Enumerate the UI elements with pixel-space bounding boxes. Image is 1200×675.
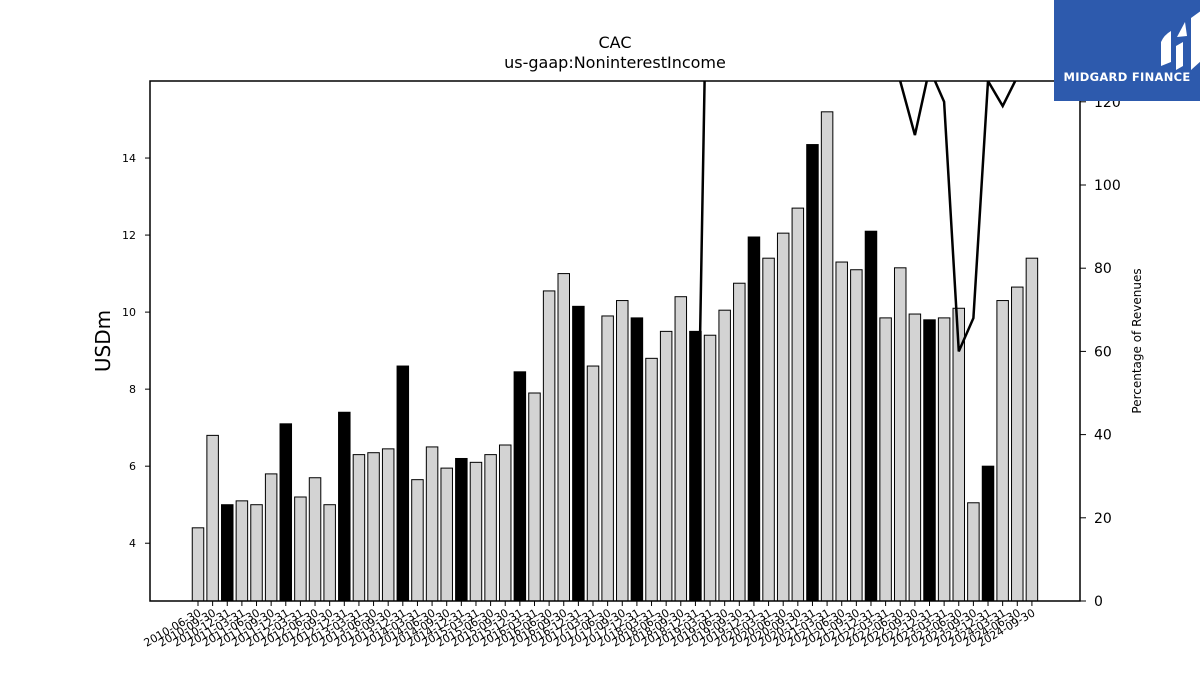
bar (367, 452, 380, 602)
bar (513, 371, 527, 602)
bar (221, 504, 234, 602)
bar (996, 300, 1009, 602)
bar (308, 477, 322, 602)
bar (659, 330, 673, 602)
bar (733, 282, 746, 602)
bar (703, 334, 717, 602)
bar (411, 479, 424, 602)
y2-tick-label: 80 (1094, 261, 1112, 277)
bar (762, 257, 775, 602)
bar (572, 305, 585, 602)
bar (425, 446, 439, 602)
bar (908, 313, 922, 602)
bar (1025, 257, 1039, 602)
bar (879, 317, 892, 602)
line-group (694, 81, 1017, 601)
y2-axis-label: Percentage of Revenues (1130, 268, 1144, 413)
bar (630, 317, 644, 602)
bar (820, 111, 834, 602)
bar (893, 267, 907, 602)
bar (484, 454, 497, 602)
bar (191, 527, 205, 602)
bar (645, 357, 658, 602)
bar (455, 457, 468, 602)
bar (396, 365, 410, 602)
bar (747, 236, 761, 602)
bar-group (191, 111, 1039, 602)
bar (440, 467, 453, 602)
y-tick-label: 14 (122, 152, 136, 165)
bar (864, 230, 878, 602)
percentage-line (694, 81, 1017, 601)
bar (967, 502, 980, 602)
bar (1011, 286, 1024, 602)
bar (250, 504, 263, 602)
y-tick-label: 10 (122, 306, 136, 319)
bar (557, 273, 570, 602)
y2-tick-label: 0 (1094, 594, 1103, 610)
bar (294, 496, 307, 602)
y2-tick-label: 20 (1094, 511, 1112, 527)
logo-text: MIDGARD FINANCE (1063, 70, 1191, 84)
bar (937, 317, 951, 602)
y2-tick-label: 60 (1094, 344, 1112, 360)
bar (469, 461, 483, 602)
y-axis: 4 6 8 10 12 14 (122, 152, 150, 550)
x-axis: 2010-06-302010-09-302010-12-312011-03-31… (142, 601, 1037, 650)
bar (528, 392, 541, 602)
midgard-finance-logo: MIDGARD FINANCE (1054, 0, 1200, 101)
bar (835, 261, 848, 602)
y2-tick-label: 40 (1094, 428, 1112, 444)
bar (616, 300, 629, 602)
bar (791, 207, 805, 602)
bar (235, 500, 249, 602)
bar (923, 319, 936, 602)
bar (338, 411, 351, 602)
bar (498, 444, 512, 602)
bar (601, 315, 614, 602)
y-tick-label: 4 (129, 537, 136, 550)
chart-title: CAC (598, 33, 631, 52)
bar (352, 454, 366, 602)
chart-subtitle: us-gaap:NoninterestIncome (504, 53, 726, 72)
y-tick-label: 12 (122, 229, 136, 242)
y-axis-label: USDm (91, 310, 115, 372)
y-tick-label: 8 (129, 383, 136, 396)
bar (542, 290, 556, 602)
bar (981, 465, 995, 602)
y-tick-label: 6 (129, 460, 136, 473)
bar (806, 144, 819, 602)
y2-tick-label: 100 (1094, 178, 1121, 194)
bar (586, 365, 600, 602)
bar (674, 296, 688, 602)
logo-mark-icon (1161, 11, 1200, 70)
bar (850, 269, 863, 602)
plot-frame (149, 80, 1081, 602)
bar (381, 448, 395, 602)
bar (952, 307, 966, 602)
bar (776, 232, 790, 602)
bar (323, 504, 336, 602)
bar (264, 473, 278, 602)
bar (718, 309, 731, 602)
bar (279, 423, 293, 602)
bar (206, 434, 219, 602)
